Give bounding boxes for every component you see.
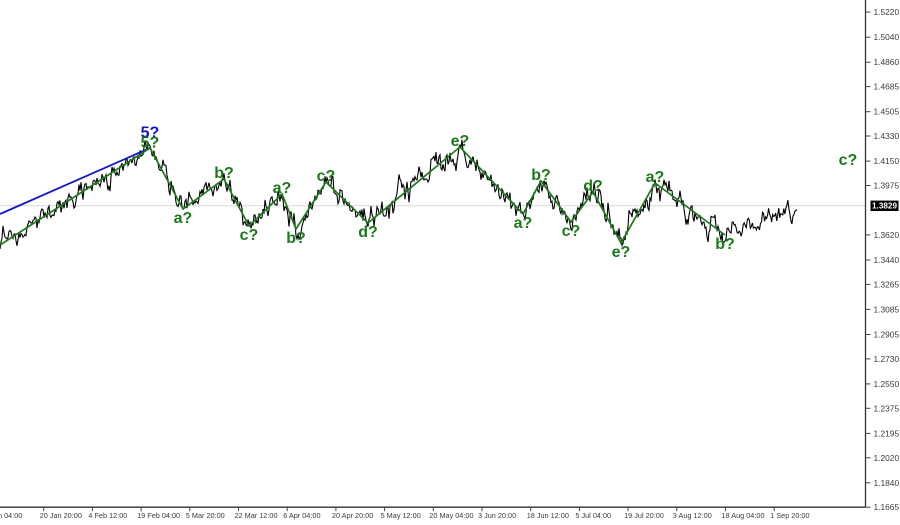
- svg-text:1.1665: 1.1665: [874, 502, 900, 512]
- svg-text:1.3620: 1.3620: [874, 230, 900, 240]
- svg-text:1.2375: 1.2375: [874, 403, 900, 413]
- svg-text:1.3975: 1.3975: [874, 181, 900, 191]
- svg-text:1.3829: 1.3829: [872, 201, 898, 210]
- svg-text:a?: a?: [514, 215, 533, 232]
- svg-text:c?: c?: [317, 168, 336, 185]
- svg-text:d?: d?: [583, 178, 603, 195]
- svg-text:d?: d?: [358, 224, 378, 241]
- svg-text:1.2550: 1.2550: [874, 379, 900, 389]
- svg-text:Jan 04:00: Jan 04:00: [0, 511, 22, 520]
- svg-text:5 Jul 04:00: 5 Jul 04:00: [575, 511, 611, 520]
- svg-text:18 Aug 04:00: 18 Aug 04:00: [722, 511, 765, 520]
- svg-text:c?: c?: [562, 223, 581, 240]
- svg-text:20 May 04:00: 20 May 04:00: [429, 511, 473, 520]
- svg-text:22 Mar 12:00: 22 Mar 12:00: [235, 511, 278, 520]
- svg-text:1.5220: 1.5220: [874, 7, 900, 17]
- svg-text:19 Feb 04:00: 19 Feb 04:00: [137, 511, 180, 520]
- svg-text:a?: a?: [273, 180, 292, 197]
- svg-text:b?: b?: [715, 236, 735, 253]
- svg-text:b?: b?: [214, 165, 234, 182]
- svg-text:6 Apr 04:00: 6 Apr 04:00: [283, 511, 320, 520]
- svg-text:1.1840: 1.1840: [874, 478, 900, 488]
- svg-text:e?: e?: [451, 133, 470, 150]
- svg-text:1.3265: 1.3265: [874, 279, 900, 289]
- svg-text:1.2905: 1.2905: [874, 330, 900, 340]
- svg-text:1.4860: 1.4860: [874, 57, 900, 67]
- svg-text:a?: a?: [174, 210, 193, 227]
- svg-text:1 Sep 20:00: 1 Sep 20:00: [770, 511, 809, 520]
- svg-text:1.4685: 1.4685: [874, 82, 900, 92]
- svg-text:20 Jan 20:00: 20 Jan 20:00: [40, 511, 82, 520]
- svg-text:20 Apr 20:00: 20 Apr 20:00: [332, 511, 373, 520]
- svg-text:18 Jun 12:00: 18 Jun 12:00: [527, 511, 569, 520]
- svg-text:4 Feb 12:00: 4 Feb 12:00: [88, 511, 127, 520]
- svg-text:c?: c?: [240, 227, 259, 244]
- svg-text:1.2020: 1.2020: [874, 453, 900, 463]
- svg-text:5 May 12:00: 5 May 12:00: [381, 511, 421, 520]
- svg-text:b?: b?: [531, 167, 551, 184]
- svg-text:5?: 5?: [141, 135, 160, 152]
- svg-text:3 Jun 20:00: 3 Jun 20:00: [478, 511, 516, 520]
- svg-text:a?: a?: [646, 169, 665, 186]
- svg-text:1.4150: 1.4150: [874, 156, 900, 166]
- svg-text:1.4330: 1.4330: [874, 131, 900, 141]
- svg-text:19 Jul 20:00: 19 Jul 20:00: [624, 511, 664, 520]
- svg-text:b?: b?: [286, 230, 306, 247]
- svg-text:5 Mar 20:00: 5 Mar 20:00: [186, 511, 225, 520]
- svg-text:1.2195: 1.2195: [874, 428, 900, 438]
- svg-text:e?: e?: [612, 244, 631, 261]
- svg-text:3 Aug 12:00: 3 Aug 12:00: [673, 511, 712, 520]
- svg-text:1.4505: 1.4505: [874, 107, 900, 117]
- svg-text:1.3085: 1.3085: [874, 304, 900, 314]
- svg-text:c?: c?: [839, 152, 858, 169]
- svg-text:1.2730: 1.2730: [874, 354, 900, 364]
- svg-text:1.3440: 1.3440: [874, 255, 900, 265]
- svg-text:1.5040: 1.5040: [874, 32, 900, 42]
